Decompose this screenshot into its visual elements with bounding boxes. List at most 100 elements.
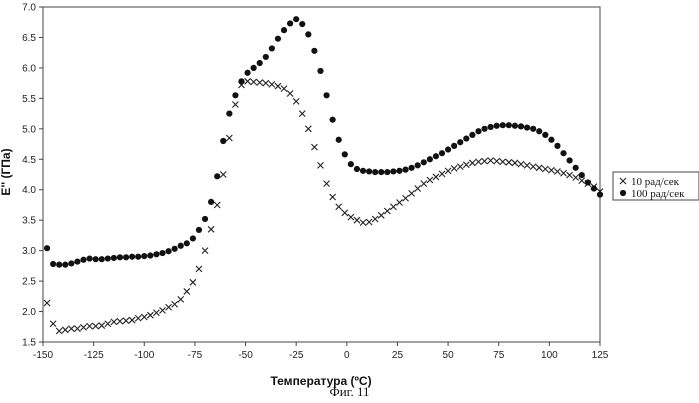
data-point-x-marker (208, 226, 214, 232)
data-point-circle-marker (99, 256, 105, 262)
data-point-circle-marker (226, 110, 232, 116)
data-point-circle-marker (554, 143, 560, 149)
y-axis-ticks: 1.52.02.53.03.54.04.55.05.56.06.57.0 (22, 3, 43, 349)
data-point-x-marker (166, 304, 172, 310)
data-point-circle-marker (445, 146, 451, 152)
data-point-circle-marker (117, 254, 123, 260)
data-point-x-marker (226, 135, 232, 141)
data-point-circle-marker (567, 157, 573, 163)
data-point-circle-marker (585, 179, 591, 185)
data-point-x-marker (378, 212, 384, 218)
data-point-x-marker (160, 307, 166, 313)
data-point-x-marker (542, 166, 548, 172)
data-point-x-marker (87, 323, 93, 329)
data-point-x-marker (336, 204, 342, 210)
data-point-circle-marker (62, 262, 68, 268)
data-point-circle-marker (330, 117, 336, 123)
data-point-circle-marker (305, 31, 311, 37)
x-tick-label: 100 (541, 350, 558, 361)
data-point-circle-marker (147, 252, 153, 258)
data-point-x-marker (500, 159, 506, 165)
data-point-x-marker (147, 312, 153, 318)
data-point-x-marker (524, 162, 530, 168)
data-point-circle-marker (269, 45, 275, 51)
data-point-x-marker (445, 168, 451, 174)
data-point-circle-marker (463, 135, 469, 141)
data-point-circle-marker (457, 139, 463, 145)
data-point-x-marker (409, 190, 415, 196)
data-point-circle-marker (591, 185, 597, 191)
data-point-circle-marker (542, 132, 548, 138)
legend-label-series-2: 100 рад/сек (631, 188, 685, 200)
data-point-x-marker (196, 266, 202, 272)
data-point-circle-marker (500, 122, 506, 128)
data-point-x-marker (366, 219, 372, 225)
data-point-circle-marker (409, 165, 415, 171)
data-point-circle-marker (74, 259, 80, 265)
legend: 10 рад/сек 100 рад/сек (613, 172, 699, 200)
y-tick-label: 4.0 (22, 185, 36, 196)
data-point-circle-marker (44, 245, 50, 251)
data-point-x-marker (403, 195, 409, 201)
x-tick-label: 25 (392, 350, 404, 361)
data-point-x-marker (275, 83, 281, 89)
data-point-circle-marker (86, 255, 92, 261)
x-axis-ticks: -150-125-100-75-50-250255075100125 (33, 342, 609, 361)
data-point-x-marker (433, 174, 439, 180)
data-point-x-marker (111, 319, 117, 325)
data-point-x-marker (482, 158, 488, 164)
data-point-x-marker (135, 315, 141, 321)
data-point-circle-marker (220, 138, 226, 144)
data-point-circle-marker (469, 132, 475, 138)
y-tick-label: 5.0 (22, 124, 36, 135)
data-point-x-marker (548, 167, 554, 173)
data-point-x-marker (257, 80, 263, 86)
figure-caption: Фиг. 11 (0, 384, 699, 400)
data-point-circle-marker (402, 167, 408, 173)
data-point-x-marker (360, 220, 366, 226)
data-point-x-marker (512, 160, 518, 166)
data-point-x-marker (494, 158, 500, 164)
x-tick-label: -50 (238, 350, 253, 361)
data-point-x-marker (384, 208, 390, 214)
data-point-circle-marker (56, 262, 62, 268)
data-point-circle-marker (336, 137, 342, 143)
data-point-x-marker (232, 101, 238, 107)
data-point-x-marker (554, 168, 560, 174)
data-point-circle-marker (93, 256, 99, 262)
data-point-circle-marker (135, 254, 141, 260)
data-point-x-marker (536, 165, 542, 171)
data-point-x-marker (202, 248, 208, 254)
data-point-circle-marker (475, 128, 481, 134)
data-point-x-marker (293, 98, 299, 104)
data-point-x-marker (214, 202, 220, 208)
data-point-x-marker (463, 162, 469, 168)
data-point-circle-marker (579, 172, 585, 178)
data-point-x-marker (348, 214, 354, 220)
data-point-circle-marker (311, 48, 317, 54)
data-point-x-marker (184, 288, 190, 294)
data-point-circle-marker (536, 128, 542, 134)
x-tick-label: -25 (289, 350, 304, 361)
data-point-x-marker (311, 144, 317, 150)
data-point-x-marker (269, 81, 275, 87)
data-point-circle-marker (421, 159, 427, 165)
x-tick-label: 50 (443, 350, 455, 361)
data-point-x-marker (220, 172, 226, 178)
data-point-circle-marker (384, 169, 390, 175)
data-point-x-marker (518, 161, 524, 167)
data-point-circle-marker (293, 16, 299, 22)
data-point-circle-marker (372, 169, 378, 175)
data-point-circle-marker (524, 125, 530, 131)
data-point-x-marker (141, 314, 147, 320)
data-point-x-marker (457, 164, 463, 170)
series-1 (44, 78, 603, 334)
data-point-x-marker (263, 80, 269, 86)
data-point-x-marker (172, 301, 178, 307)
data-point-x-marker (74, 326, 80, 332)
data-point-circle-marker (287, 20, 293, 26)
data-point-x-marker (251, 79, 257, 85)
data-point-x-marker (579, 178, 585, 184)
data-point-circle-marker (159, 250, 165, 256)
